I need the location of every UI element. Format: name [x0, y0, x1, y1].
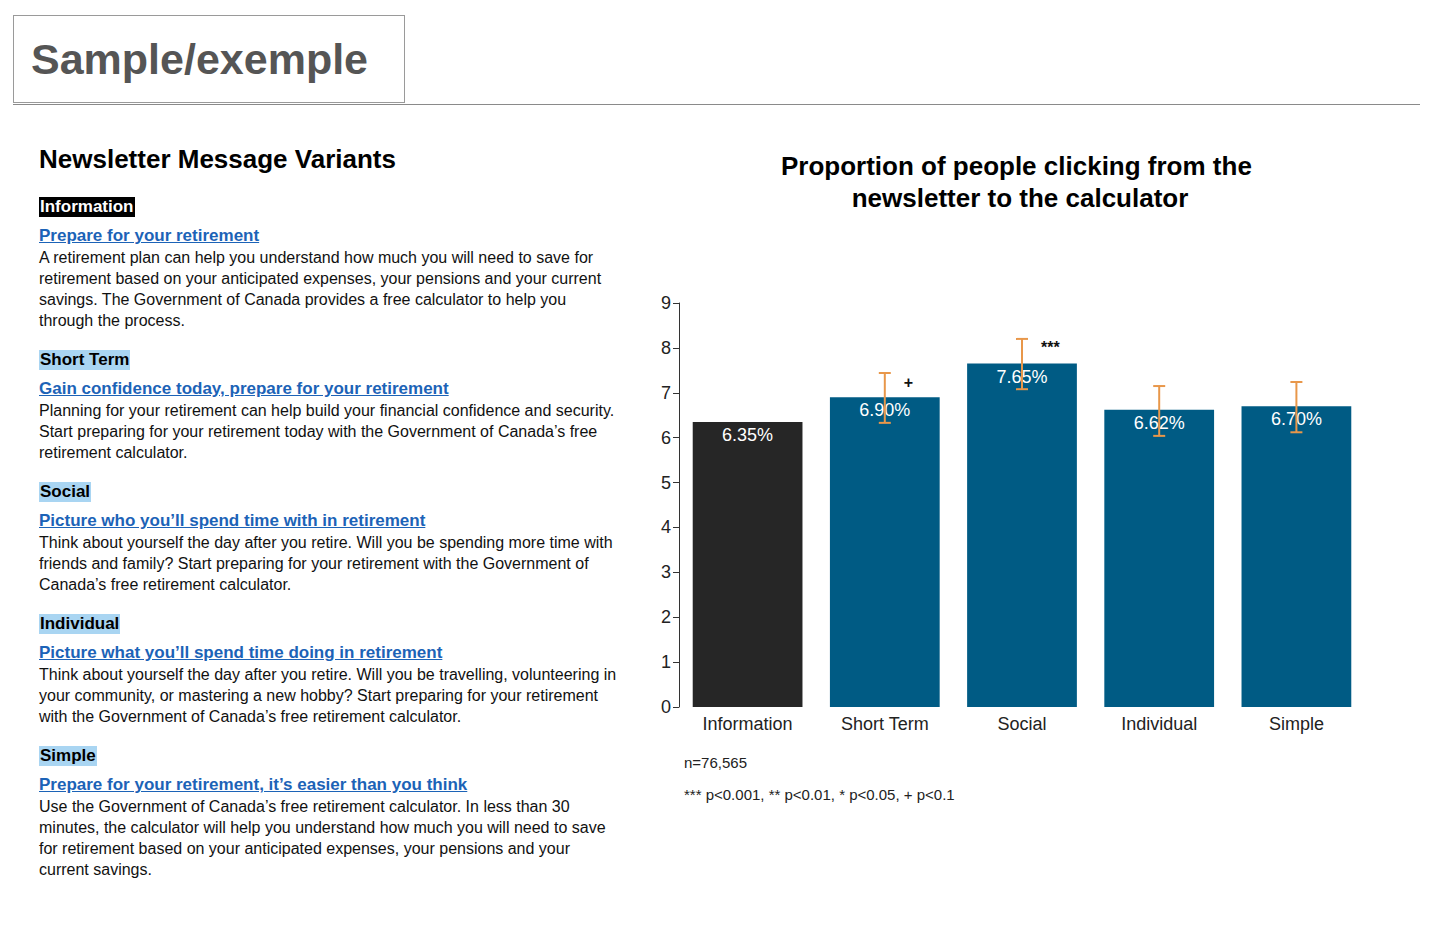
html-text:Sample/exemple: Sample/exemple: [31, 34, 368, 83]
svg-text:0: 0: [661, 697, 671, 717]
html-text:Picture who you’ll spend time: Picture who you’ll spend time with in re…: [39, 511, 426, 530]
svg-text:6.90%: 6.90%: [859, 400, 911, 421]
svg-text:7: 7: [661, 383, 671, 403]
html-text:Prepare for your retirement, i: Prepare for your retirement, it’s easier…: [39, 775, 468, 794]
svg-text:n=76,565: n=76,565: [684, 754, 747, 771]
svg-text:Individual: Individual: [1121, 714, 1197, 734]
svg-text:7.65%: 7.65%: [996, 366, 1048, 387]
html-text:Use the Government of Canada’s: Use the Government of Canada’s free reti…: [39, 798, 606, 878]
svg-text:3: 3: [661, 562, 671, 582]
html-text:Short Term: Short Term: [40, 350, 130, 369]
svg-text:4: 4: [661, 517, 671, 537]
svg-text:6: 6: [661, 428, 671, 448]
svg-text:newsletter to the calculator: newsletter to the calculator: [852, 183, 1189, 213]
svg-text:6.62%: 6.62%: [1133, 412, 1185, 433]
svg-text:Proportion of people clicking: Proportion of people clicking from the: [781, 151, 1259, 181]
html-text:Individual: Individual: [40, 614, 120, 633]
html-text:Think about yourself the day a: Think about yourself the day after you r…: [39, 666, 617, 725]
svg-text:Information: Information: [703, 714, 793, 734]
html-text:Prepare for your retirement: Prepare for your retirement: [39, 226, 260, 245]
html-text:Newsletter Message Variants: Newsletter Message Variants: [39, 144, 396, 174]
html-text:A retirement plan can help you: A retirement plan can help you understan…: [39, 249, 602, 329]
svg-text:Simple: Simple: [1269, 714, 1324, 734]
html-text:Planning for your retirement c: Planning for your retirement can help bu…: [39, 402, 615, 461]
html-text:Social: Social: [40, 482, 91, 501]
html-text:Information: Information: [40, 197, 134, 216]
html-text:Think about yourself the day a: Think about yourself the day after you r…: [39, 534, 613, 593]
svg-text:6.35%: 6.35%: [722, 425, 773, 445]
svg-text:1: 1: [661, 652, 671, 672]
svg-text:5: 5: [661, 473, 671, 493]
html-text:Picture what you’ll spend time: Picture what you’ll spend time doing in …: [39, 643, 443, 662]
svg-text:9: 9: [661, 293, 671, 313]
svg-text:*** p<0.001, ** p<0.01, * p<0.: *** p<0.001, ** p<0.01, * p<0.05, + p<0.…: [684, 786, 955, 803]
html-text:Gain confidence today, prepare: Gain confidence today, prepare for your …: [39, 379, 449, 398]
svg-text:2: 2: [661, 607, 671, 627]
svg-text:+: +: [904, 374, 913, 391]
svg-text:8: 8: [661, 338, 671, 358]
svg-text:***: ***: [1041, 339, 1060, 356]
html-text:Simple: Simple: [40, 746, 96, 765]
svg-text:6.70%: 6.70%: [1270, 409, 1322, 430]
svg-text:Social: Social: [997, 714, 1046, 734]
svg-text:Short Term: Short Term: [841, 714, 929, 734]
